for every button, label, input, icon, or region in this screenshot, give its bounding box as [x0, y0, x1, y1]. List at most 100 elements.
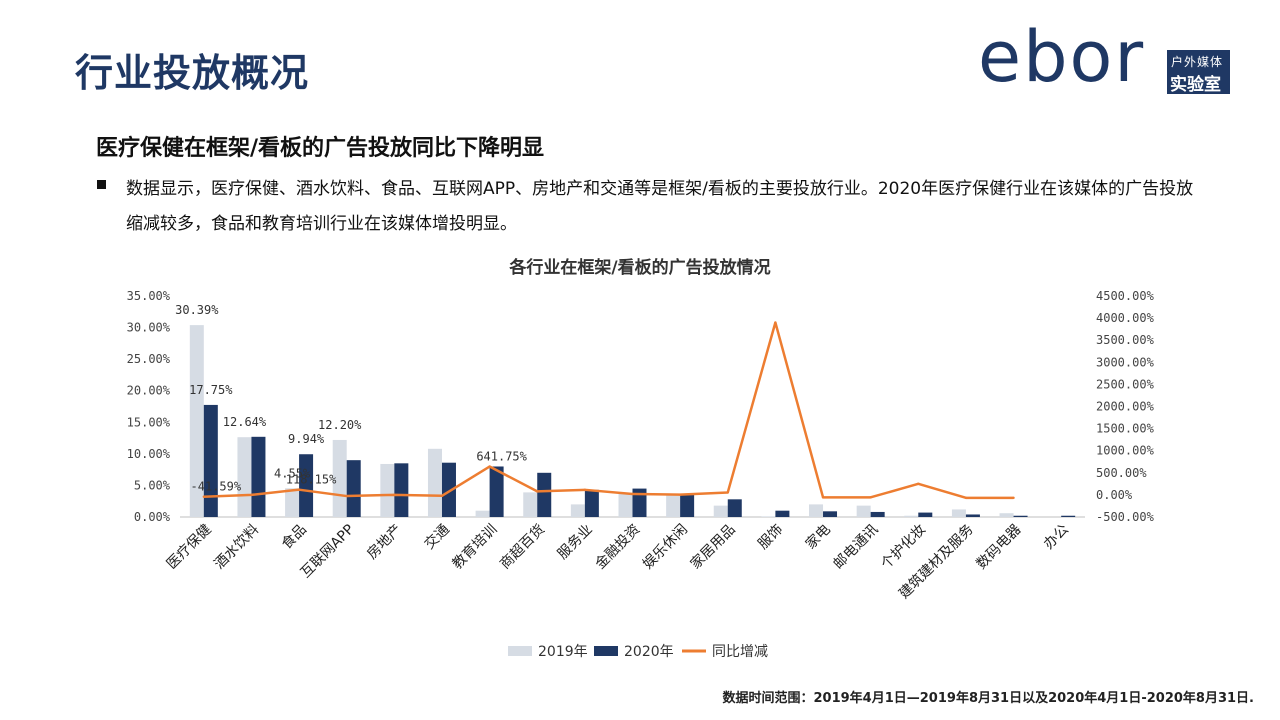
legend-label: 同比增减 — [712, 644, 768, 660]
y-right-tick-label: 4000.00% — [1096, 311, 1155, 325]
x-category-label: 家电 — [802, 521, 834, 553]
yoy-point — [536, 490, 539, 493]
bar-2020 — [870, 511, 885, 517]
y-right-tick-label: 0.00% — [1096, 488, 1133, 502]
data-label: 641.75% — [476, 450, 527, 464]
logo-wordmark: ebor — [978, 16, 1146, 98]
bar-2020 — [1061, 515, 1076, 517]
y-right-tick-label: 500.00% — [1096, 466, 1147, 480]
x-category-label: 食品 — [278, 521, 310, 553]
data-range-footnote: 数据时间范围：2019年4月1日—2019年8月31日以及2020年4月1日-2… — [722, 691, 1254, 706]
page-title: 行业投放概况 — [75, 51, 310, 95]
legend-label: 2020年 — [624, 644, 674, 660]
bar-2020 — [823, 511, 838, 517]
legend-swatch — [508, 646, 532, 656]
yoy-point — [202, 495, 206, 498]
y-left-tick-label: 0.00% — [134, 510, 171, 524]
data-label: 12.20% — [318, 418, 362, 432]
data-label: -41.59% — [191, 480, 242, 494]
bar-2019 — [332, 439, 347, 517]
y-left-tick-label: 5.00% — [134, 478, 171, 492]
bar-2020 — [299, 454, 314, 517]
bar-2019 — [999, 513, 1014, 517]
logo-badge-line2: 实验室 — [1170, 75, 1221, 95]
yoy-point — [678, 493, 682, 496]
bar-2019 — [475, 510, 490, 517]
bar-2020 — [537, 472, 552, 517]
x-category-label: 家居用品 — [687, 521, 739, 573]
brand-logo: ebor 户外媒体 实验室 — [978, 16, 1253, 100]
x-category-label: 金融投资 — [592, 522, 643, 573]
logo-badge-line1: 户外媒体 — [1171, 55, 1224, 69]
yoy-point — [297, 488, 301, 491]
yoy-point — [917, 482, 920, 486]
bar-2019 — [761, 516, 776, 517]
x-category-label: 邮电通讯 — [831, 522, 882, 573]
legend-swatch — [594, 646, 618, 656]
x-category-label: 医疗保健 — [164, 522, 215, 573]
y-right-tick-label: 4500.00% — [1096, 289, 1155, 303]
yoy-point — [393, 493, 396, 497]
x-category-label: 娱乐休闲 — [640, 522, 691, 573]
yoy-point — [1012, 496, 1015, 500]
yoy-point — [250, 493, 253, 497]
logo-badge: 户外媒体 实验室 — [1167, 50, 1230, 95]
bar-2020 — [775, 510, 790, 517]
bar-2019 — [856, 505, 871, 517]
bar-2020 — [632, 488, 647, 517]
chart-title: 各行业在框架/看板的广告投放情况 — [509, 258, 771, 278]
x-category-label: 房地产 — [364, 522, 405, 563]
legend-label: 2019年 — [538, 644, 588, 660]
bar-2020 — [727, 499, 742, 517]
data-label: 9.94% — [288, 432, 325, 446]
bar-2020 — [1013, 515, 1028, 517]
yoy-point — [631, 492, 634, 496]
bar-2019 — [427, 448, 442, 517]
bar-2019 — [904, 515, 919, 517]
bar-2020 — [680, 494, 695, 517]
y-right-tick-label: 2500.00% — [1096, 377, 1155, 391]
bullet-paragraph: 数据显示，医疗保健、酒水饮料、食品、互联网APP、房地产和交通等是框架/看板的主… — [126, 179, 1194, 234]
y-right-tick-label: 3000.00% — [1096, 355, 1155, 369]
x-category-label: 数码电器 — [973, 522, 1024, 573]
bar-2019 — [666, 495, 681, 517]
yoy-point — [774, 321, 777, 324]
yoy-point — [964, 496, 968, 500]
bar-2019 — [713, 505, 728, 517]
yoy-point — [345, 494, 348, 498]
y-right-tick-label: 1500.00% — [1096, 422, 1155, 436]
y-left-tick-label: 35.00% — [127, 289, 171, 303]
y-right-tick-label: -500.00% — [1096, 510, 1155, 524]
data-label: 17.75% — [189, 383, 233, 397]
bar-2020 — [489, 466, 504, 517]
bar-2020 — [394, 463, 409, 517]
section-subtitle: 医疗保健在框架/看板的广告投放同比下降明显 — [96, 136, 545, 161]
bar-2020 — [203, 404, 218, 517]
yoy-point — [821, 496, 825, 499]
bar-2020 — [965, 514, 980, 517]
y-left-tick-label: 20.00% — [127, 384, 171, 398]
y-right-tick-label: 3500.00% — [1096, 333, 1155, 347]
x-category-label: 酒水饮料 — [211, 522, 262, 573]
yoy-point — [488, 465, 491, 468]
bar-2019 — [380, 463, 395, 517]
bar-2019 — [285, 488, 300, 517]
yoy-point — [440, 494, 444, 498]
x-category-label: 教育培训 — [450, 522, 501, 573]
x-category-label: 办公 — [1041, 522, 1072, 553]
bar-2019 — [618, 493, 633, 517]
y-left-tick-label: 10.00% — [127, 447, 171, 461]
bar-2020 — [918, 512, 933, 517]
y-left-tick-label: 30.00% — [127, 321, 171, 335]
bar-2019 — [951, 509, 966, 517]
yoy-point — [726, 491, 729, 494]
y-left-tick-label: 25.00% — [127, 352, 171, 366]
data-label: 118.15% — [286, 473, 337, 487]
x-category-label: 服饰 — [755, 522, 786, 553]
data-label: 4.55% — [274, 466, 311, 480]
bar-2020 — [251, 436, 266, 517]
bar-2019 — [523, 492, 538, 517]
bar-2020 — [346, 460, 361, 517]
x-category-label: 服务业 — [555, 522, 596, 563]
bar-2020 — [584, 489, 599, 517]
